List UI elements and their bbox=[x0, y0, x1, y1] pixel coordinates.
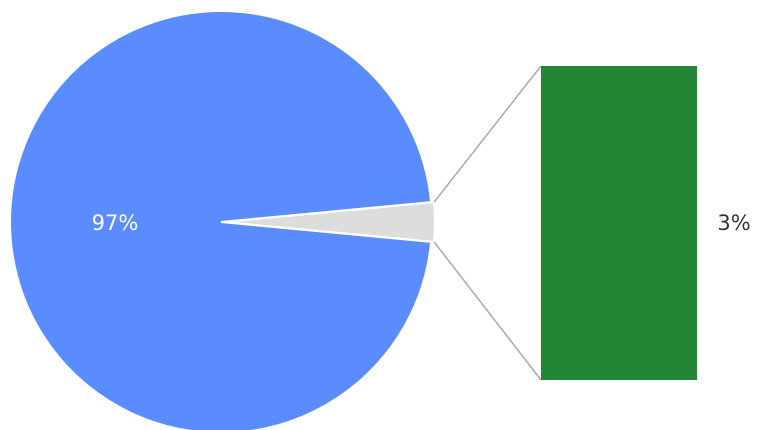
breakout-bar-segment bbox=[541, 66, 697, 380]
pie-group bbox=[10, 11, 435, 430]
breakout-bar-label: 3% bbox=[717, 211, 750, 235]
pie-slice-label-main: 97% bbox=[92, 211, 139, 235]
connector-line-top bbox=[434, 66, 541, 202]
connector-line-bottom bbox=[434, 242, 541, 380]
breakout-bar-group bbox=[541, 66, 697, 380]
connector-lines bbox=[434, 66, 541, 380]
